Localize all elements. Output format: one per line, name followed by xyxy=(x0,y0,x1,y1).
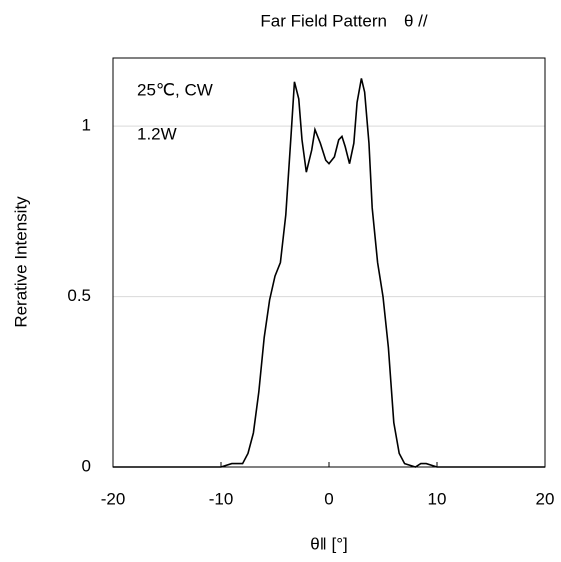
x-tick-label: 10 xyxy=(428,489,447,508)
y-axis-label: Rerative Intensity xyxy=(11,196,30,328)
y-tick-label: 1 xyxy=(82,116,91,135)
chart-title: Far Field Pattern θ // xyxy=(260,11,428,30)
y-tick-label: 0.5 xyxy=(67,286,91,305)
annotation: 25℃, CW xyxy=(137,80,213,99)
x-tick-label: -10 xyxy=(209,489,234,508)
plot-frame xyxy=(112,57,546,468)
line-series xyxy=(113,78,545,468)
x-tick-label: 0 xyxy=(324,489,333,508)
x-tick-label: -20 xyxy=(101,489,126,508)
annotation: 1.2W xyxy=(137,124,177,143)
y-tick-label: 0 xyxy=(82,456,91,475)
x-axis-label: θ‖ [°] xyxy=(310,534,347,553)
x-tick-label: 20 xyxy=(536,489,555,508)
